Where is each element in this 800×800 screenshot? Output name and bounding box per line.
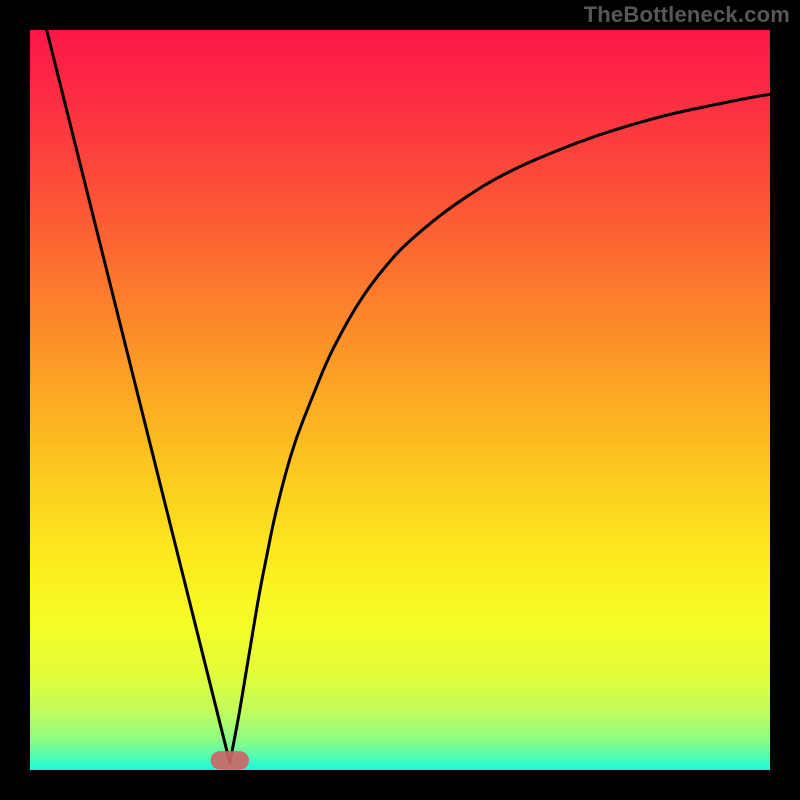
plot-area [30, 30, 770, 770]
chart-svg [30, 30, 770, 770]
bottleneck-marker [211, 751, 249, 770]
chart-container: TheBottleneck.com [0, 0, 800, 800]
watermark-text: TheBottleneck.com [584, 2, 790, 28]
gradient-background [30, 30, 770, 770]
